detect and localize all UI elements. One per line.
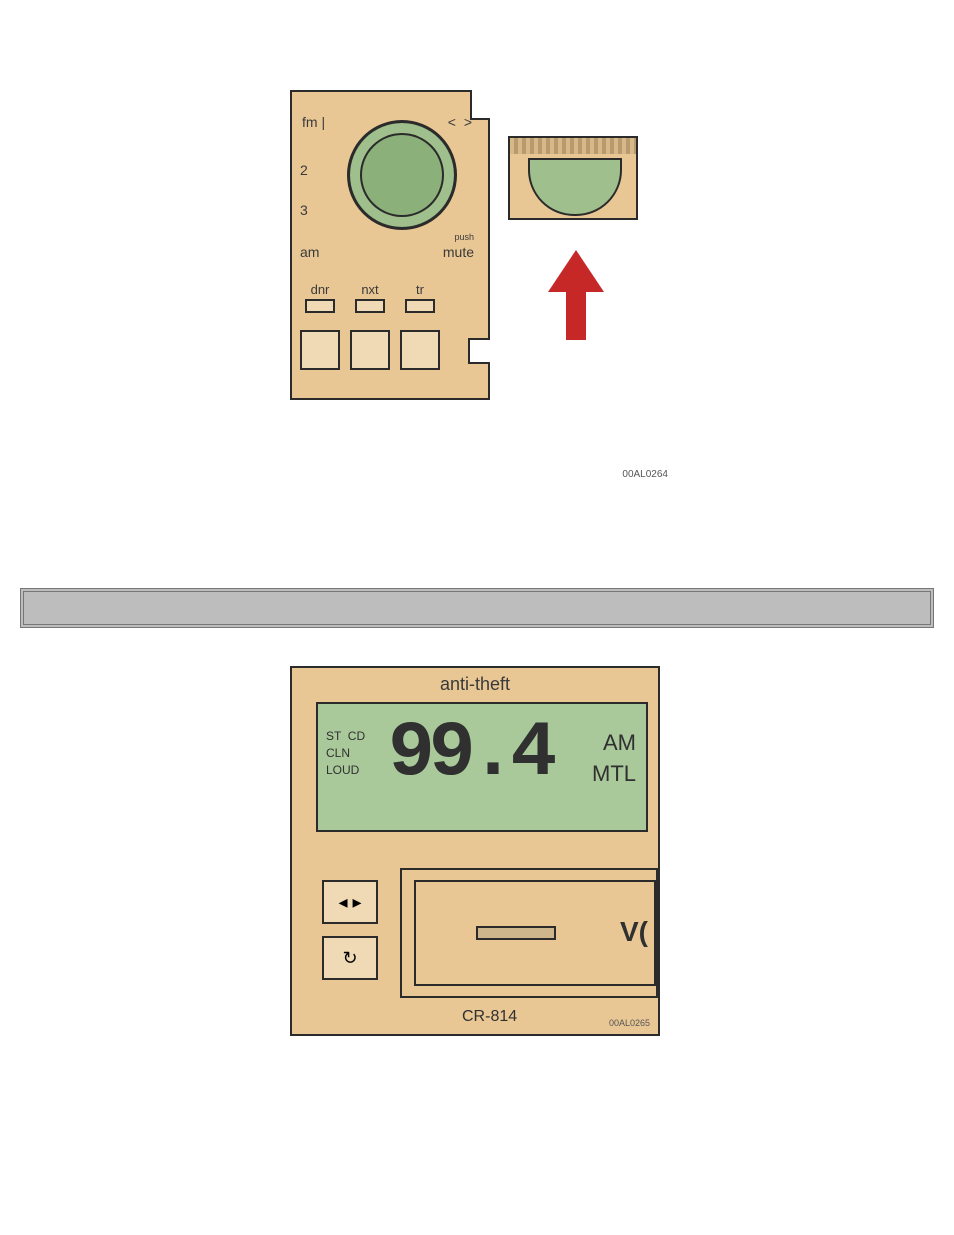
label-dnr: dnr bbox=[300, 282, 340, 313]
loop-button[interactable]: ↻ bbox=[322, 936, 378, 980]
lcd-indicators-left: ST CD CLN LOUD bbox=[326, 728, 365, 778]
preset-button[interactable] bbox=[400, 330, 440, 370]
btn-text: tr bbox=[416, 282, 424, 297]
eject-button[interactable]: ◂ ▸ bbox=[322, 880, 378, 924]
label-3: 3 bbox=[300, 202, 308, 218]
knob-tray bbox=[508, 150, 638, 220]
preset-button[interactable] bbox=[300, 330, 340, 370]
nxt-button[interactable] bbox=[355, 299, 385, 313]
tr-button[interactable] bbox=[405, 299, 435, 313]
btn-text: nxt bbox=[361, 282, 378, 297]
label-am: am bbox=[300, 244, 319, 260]
arrow-up-icon bbox=[566, 290, 586, 340]
figure-radio-dial: fm | 2 3 am < > push mute dnr nxt tr bbox=[290, 90, 660, 450]
cassette-bay: V( bbox=[400, 868, 658, 998]
volume-dial[interactable] bbox=[347, 120, 457, 230]
button-labels-row: dnr nxt tr bbox=[300, 282, 440, 313]
eject-icon: ◂ ▸ bbox=[338, 892, 361, 913]
label-fm: fm | bbox=[302, 114, 325, 130]
detached-knob bbox=[528, 158, 622, 216]
lcd-indicators-right: AM MTL bbox=[592, 728, 636, 790]
label-push: push bbox=[454, 232, 474, 242]
preset-buttons-row bbox=[300, 330, 440, 370]
figure-id: 00AL0265 bbox=[609, 1018, 650, 1028]
label-mute: mute bbox=[443, 244, 474, 260]
label-nxt: nxt bbox=[350, 282, 390, 313]
dnr-button[interactable] bbox=[305, 299, 335, 313]
brand-text: V( bbox=[620, 916, 648, 948]
arrow-up-icon bbox=[548, 250, 604, 292]
section-divider bbox=[20, 588, 934, 628]
loop-icon: ↻ bbox=[342, 948, 357, 969]
cassette-slot-icon bbox=[476, 926, 556, 940]
model-label: CR-814 bbox=[462, 1008, 517, 1026]
lcd-screen: ST CD CLN LOUD 99.4 AM MTL bbox=[316, 702, 648, 832]
figure-id: 00AL0264 bbox=[622, 469, 668, 480]
anti-theft-label: anti-theft bbox=[292, 674, 658, 695]
radio-panel: fm | 2 3 am < > push mute dnr nxt tr bbox=[290, 90, 490, 400]
btn-text: dnr bbox=[311, 282, 330, 297]
label-tr: tr bbox=[400, 282, 440, 313]
preset-button[interactable] bbox=[350, 330, 390, 370]
panel-notch bbox=[468, 338, 490, 364]
figure-lcd-display: anti-theft ST CD CLN LOUD 99.4 AM MTL ◂ … bbox=[290, 666, 660, 1036]
label-2: 2 bbox=[300, 162, 308, 178]
lcd-frequency: 99.4 bbox=[388, 710, 551, 798]
side-button-column: ◂ ▸ ↻ bbox=[322, 880, 378, 980]
cassette-door[interactable]: V( bbox=[414, 880, 656, 986]
label-seek-arrows: < > bbox=[448, 114, 474, 130]
removed-knob-illustration bbox=[508, 150, 648, 400]
